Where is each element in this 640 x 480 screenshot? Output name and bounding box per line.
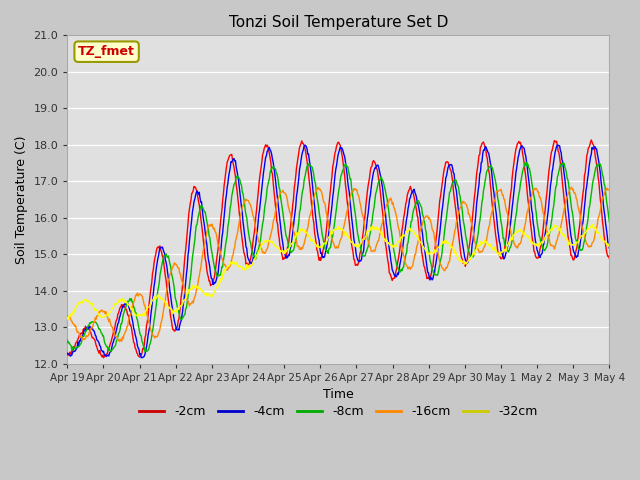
Text: TZ_fmet: TZ_fmet <box>78 45 135 58</box>
Y-axis label: Soil Temperature (C): Soil Temperature (C) <box>15 135 28 264</box>
X-axis label: Time: Time <box>323 388 354 401</box>
Legend: -2cm, -4cm, -8cm, -16cm, -32cm: -2cm, -4cm, -8cm, -16cm, -32cm <box>134 400 543 423</box>
Title: Tonzi Soil Temperature Set D: Tonzi Soil Temperature Set D <box>228 15 448 30</box>
